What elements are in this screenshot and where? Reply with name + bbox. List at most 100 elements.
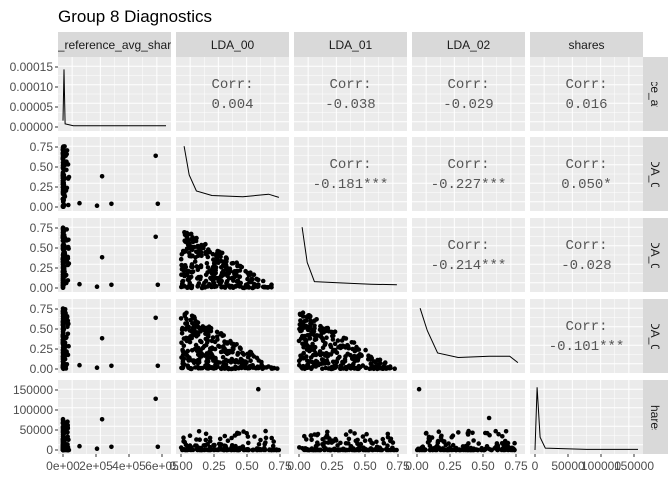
data-point — [254, 276, 259, 282]
data-point — [468, 445, 474, 451]
data-point — [388, 438, 393, 444]
data-point — [380, 436, 386, 442]
data-point — [385, 434, 391, 440]
data-point — [77, 443, 82, 449]
panel-r4-c1 — [176, 380, 289, 454]
data-point — [349, 340, 355, 345]
data-point — [60, 181, 66, 187]
data-point — [343, 432, 349, 437]
data-point — [349, 445, 355, 450]
x-tick-label: 6e+05 — [145, 459, 179, 473]
data-point — [356, 365, 361, 371]
data-point — [61, 279, 67, 285]
data-point — [384, 447, 390, 453]
data-point — [251, 354, 257, 359]
data-point — [61, 266, 67, 272]
data-point — [336, 447, 342, 453]
data-point — [155, 201, 161, 207]
data-point — [241, 285, 247, 291]
data-point — [363, 365, 369, 371]
data-point — [211, 442, 216, 448]
data-point — [179, 331, 185, 336]
x-tick-label: 2e+05 — [79, 459, 113, 473]
data-point — [214, 329, 220, 335]
panel-r1-c4 — [530, 137, 643, 211]
data-point — [267, 447, 272, 453]
density-curve — [183, 146, 280, 198]
data-point — [416, 446, 421, 452]
data-point — [61, 229, 66, 234]
y-tick-label: 0.00 — [30, 200, 54, 214]
data-point — [315, 442, 321, 447]
data-point — [256, 442, 262, 447]
row-strip-label: LDA_01 — [648, 233, 662, 277]
data-point — [219, 284, 224, 290]
data-point — [268, 283, 274, 289]
data-point — [236, 431, 242, 436]
data-point — [235, 263, 241, 268]
data-point — [217, 436, 223, 442]
data-point — [455, 447, 460, 452]
column-strip-label: LDA_01 — [329, 38, 373, 52]
scatter-r3-c0 — [60, 306, 161, 372]
y-tick-label: 0.00000 — [10, 120, 54, 134]
data-point — [65, 262, 71, 268]
data-point — [372, 447, 378, 452]
data-point — [187, 355, 192, 361]
data-point — [109, 363, 114, 369]
y-tick-label: 0.75 — [30, 140, 54, 154]
data-point — [308, 321, 313, 326]
panel-r2-c4 — [530, 218, 643, 292]
data-point — [255, 284, 260, 290]
panel-r3-c3 — [412, 299, 525, 373]
density-curve — [534, 387, 638, 451]
data-point — [320, 442, 325, 447]
data-point — [223, 255, 229, 260]
data-point — [271, 439, 277, 444]
data-point — [423, 431, 429, 436]
data-point — [345, 351, 351, 357]
data-point — [209, 269, 215, 274]
data-point — [450, 442, 456, 448]
data-point — [238, 346, 243, 352]
x-tick-label: 100000 — [581, 459, 621, 473]
data-point — [181, 343, 187, 349]
data-point — [435, 440, 441, 446]
density-curve — [62, 69, 166, 127]
data-point — [212, 339, 218, 345]
scatter-r3-c1 — [178, 310, 280, 372]
corr-value: 0.016 — [565, 97, 607, 113]
data-point — [65, 422, 70, 428]
data-point — [298, 353, 303, 359]
data-point — [195, 253, 201, 258]
data-point — [220, 333, 225, 339]
data-point — [371, 359, 377, 364]
data-point — [416, 386, 422, 392]
data-point — [322, 353, 328, 358]
data-point — [212, 357, 217, 363]
data-point — [153, 234, 158, 240]
data-point — [250, 447, 255, 453]
corr-value: -0.214*** — [431, 258, 507, 274]
data-point — [184, 447, 190, 453]
data-point — [65, 447, 71, 453]
panel-r0-c3 — [412, 57, 525, 131]
data-point — [180, 365, 186, 370]
data-point — [213, 365, 219, 371]
data-point — [343, 336, 349, 341]
corr-label: Corr: — [565, 238, 607, 254]
data-point — [196, 274, 201, 280]
data-point — [330, 366, 336, 371]
y-tick-label: 0.25 — [30, 342, 54, 356]
data-point — [329, 438, 335, 444]
data-point — [193, 318, 198, 324]
data-point — [385, 443, 390, 449]
data-point — [220, 364, 225, 370]
data-point — [178, 256, 184, 262]
data-point — [388, 447, 393, 453]
row-strip-label: erence_avg_s — [648, 56, 662, 131]
data-point — [470, 430, 475, 436]
data-point — [226, 271, 232, 276]
x-tick-label: 0.75 — [504, 459, 528, 473]
data-point — [212, 346, 218, 352]
